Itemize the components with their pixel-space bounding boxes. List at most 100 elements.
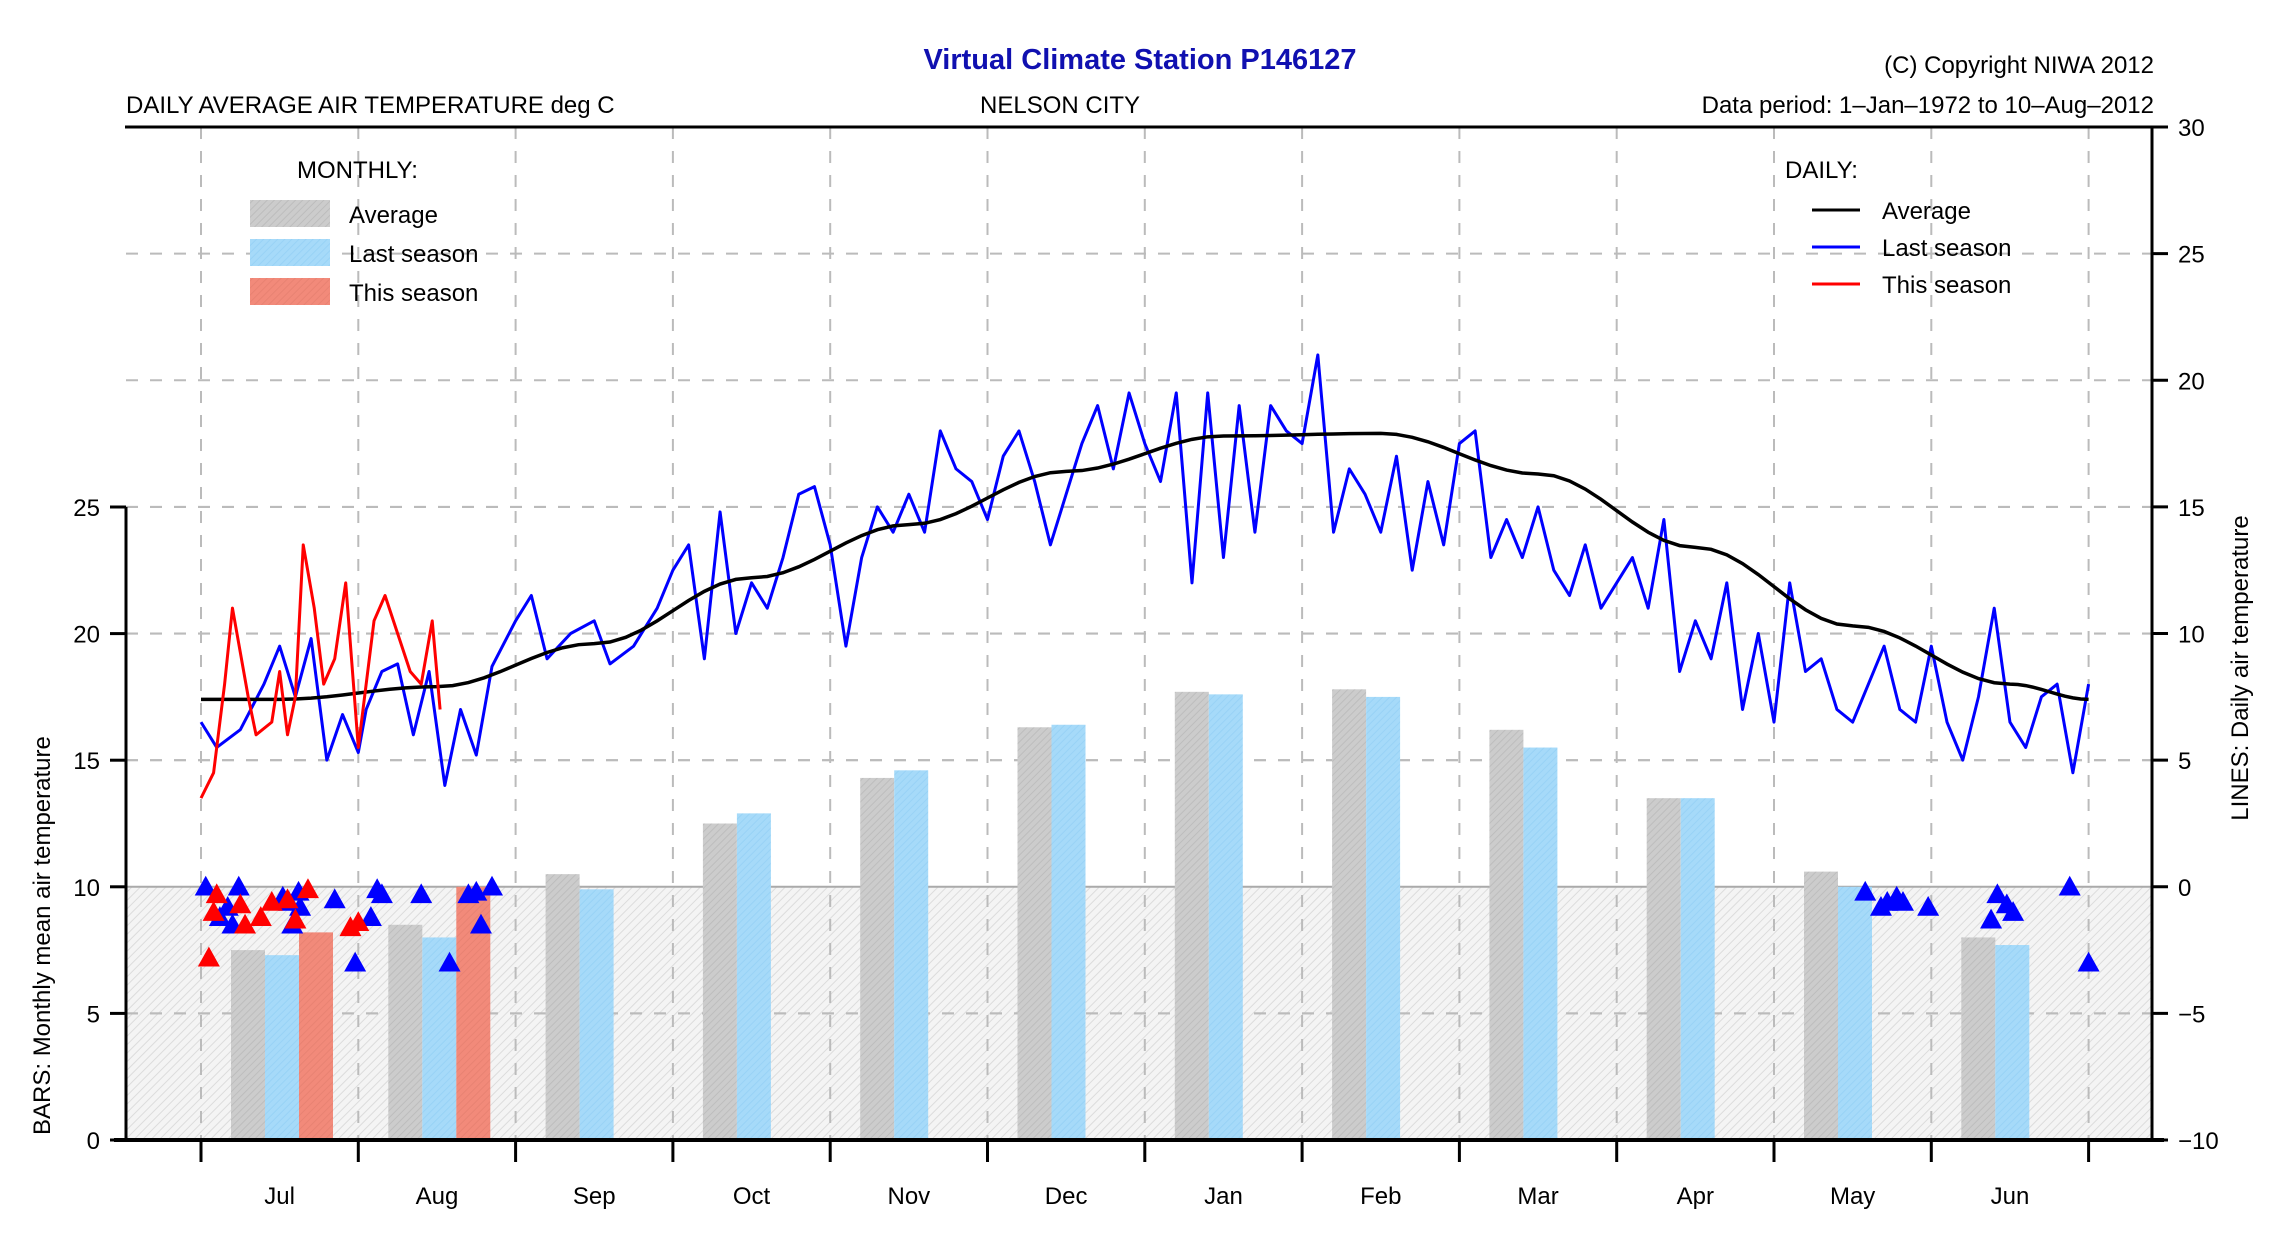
x-tick-label: Jan: [1204, 1183, 1243, 1210]
bar-last-season: [1208, 694, 1243, 1140]
right-axis-label: LINES: Daily air temperature: [2227, 515, 2254, 820]
right-tick-label: −5: [2178, 1001, 2205, 1028]
line-this-season: [199, 543, 442, 799]
bar-last-season: [1051, 724, 1086, 1140]
x-tick-label: Feb: [1360, 1183, 1401, 1210]
line-average: [201, 431, 2089, 702]
frost-marker-last-season: [2077, 951, 2100, 972]
frost-marker-last-season: [194, 875, 217, 896]
frost-marker-last-season: [438, 951, 461, 972]
bar-last-season: [736, 813, 771, 1140]
x-tick-label: Jun: [1991, 1183, 2030, 1210]
frost-marker-last-season: [465, 880, 488, 901]
bar-average: [1332, 689, 1367, 1140]
legend-swatch-average: [250, 200, 330, 227]
frost-marker-last-season: [469, 913, 492, 934]
frost-marker-last-season: [370, 883, 393, 904]
frost-marker-this-season: [205, 883, 228, 904]
bar-average: [860, 777, 895, 1140]
bar-last-season: [1680, 798, 1715, 1140]
bar-last-season: [265, 955, 299, 1140]
x-tick-label: Oct: [733, 1183, 771, 1210]
right-tick-label: 5: [2178, 748, 2191, 775]
x-tick-label: Jul: [264, 1183, 295, 1210]
bar-average: [1804, 871, 1838, 1140]
right-tick-label: 10: [2178, 622, 2205, 649]
station-name: NELSON CITY: [980, 92, 1141, 119]
bar-average: [1961, 937, 1996, 1140]
bar-average: [1646, 798, 1681, 1140]
bar-last-season: [894, 770, 929, 1140]
frost-marker-last-season: [481, 875, 504, 896]
frost-marker-this-season: [229, 893, 252, 914]
left-axis-label: BARS: Monthly mean air temperature: [29, 736, 56, 1135]
x-tick-label: May: [1830, 1183, 1875, 1210]
x-tick-label: Apr: [1677, 1183, 1714, 1210]
copyright-text: (C) Copyright NIWA 2012: [1884, 52, 2154, 79]
x-tick-label: Mar: [1517, 1183, 1558, 1210]
frost-marker-last-season: [1980, 908, 2003, 929]
data-period: Data period: 1–Jan–1972 to 10–Aug–2012: [1701, 92, 2154, 119]
frost-marker-last-season: [227, 875, 250, 896]
daily-legend-item: Last season: [1882, 235, 2011, 262]
bar-last-season: [579, 889, 614, 1140]
bar-average: [231, 950, 265, 1140]
daily-legend-item: Average: [1882, 198, 1971, 225]
left-tick-label: 15: [73, 748, 100, 775]
bar-average: [1017, 727, 1052, 1140]
frost-marker-this-season: [202, 901, 225, 921]
line-last-season: [199, 353, 2091, 787]
right-tick-label: −10: [2178, 1128, 2219, 1155]
frost-marker-last-season: [410, 883, 433, 904]
left-tick-label: 20: [73, 622, 100, 649]
frost-marker-last-season: [344, 951, 367, 972]
frost-marker-this-season: [347, 911, 370, 932]
bar-average: [545, 874, 580, 1140]
x-tick-label: Nov: [888, 1183, 931, 1210]
left-tick-label: 5: [87, 1001, 100, 1028]
x-tick-label: Sep: [573, 1183, 616, 1210]
left-tick-label: 0: [87, 1128, 100, 1155]
left-tick-label: 10: [73, 875, 100, 902]
bar-last-season: [1523, 747, 1558, 1140]
bar-last-season: [1995, 945, 2030, 1140]
frost-marker-last-season: [1891, 890, 1914, 911]
chart-subtitle: DAILY AVERAGE AIR TEMPERATURE deg C: [126, 92, 615, 119]
bar-average: [1174, 691, 1209, 1140]
frost-marker-this-season: [284, 908, 307, 929]
daily-legend-item: This season: [1882, 272, 2011, 299]
frost-marker-this-season: [249, 906, 272, 926]
left-tick-label: 25: [73, 495, 100, 522]
right-tick-label: 0: [2178, 875, 2191, 902]
frost-marker-this-season: [234, 913, 257, 934]
daily-legend-heading: DAILY:: [1785, 157, 1858, 184]
monthly-legend-item: This season: [349, 280, 478, 307]
frost-marker-last-season: [1876, 890, 1899, 911]
monthly-legend-item: Average: [349, 202, 438, 229]
bar-average: [388, 924, 423, 1140]
monthly-legend-heading: MONTHLY:: [297, 157, 418, 184]
bar-last-season: [1366, 696, 1401, 1140]
frost-marker-this-season: [276, 888, 299, 909]
frost-marker-this-season: [260, 890, 283, 911]
right-tick-label: 25: [2178, 242, 2205, 269]
legend-swatch-last-season: [250, 239, 330, 266]
frost-marker-last-season: [2058, 875, 2081, 896]
right-tick-label: 30: [2178, 115, 2205, 142]
right-tick-label: 20: [2178, 368, 2205, 395]
frost-marker-last-season: [359, 906, 382, 926]
frost-marker-last-season: [1917, 896, 1940, 916]
legend-swatch-this-season: [250, 278, 330, 305]
frost-marker-this-season: [296, 878, 319, 899]
bar-this-season: [299, 932, 333, 1140]
bar-last-season: [1838, 886, 1872, 1140]
monthly-legend-item: Last season: [349, 241, 478, 268]
bar-average: [702, 823, 737, 1140]
frost-marker-this-season: [197, 946, 220, 967]
frost-marker-last-season: [2002, 901, 2025, 921]
frost-marker-last-season: [1854, 880, 1877, 901]
x-tick-label: Aug: [416, 1183, 459, 1210]
bar-average: [1489, 729, 1524, 1140]
chart-title: Virtual Climate Station P146127: [923, 44, 1357, 76]
